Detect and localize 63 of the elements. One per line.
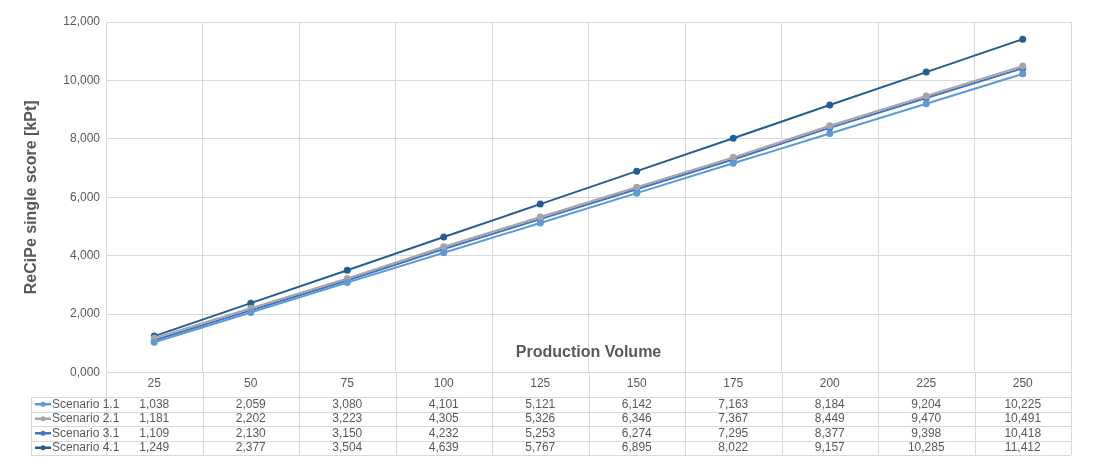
data-label: 1,181 [139, 411, 170, 426]
y-tick-label: 12,000 [63, 14, 101, 29]
data-label: 6,895 [621, 440, 653, 455]
data-label: 2,202 [235, 411, 267, 426]
data-label: 9,157 [814, 440, 846, 455]
data-label: 10,285 [907, 440, 945, 455]
data-label: 5,253 [525, 425, 556, 440]
data-label: 4,305 [428, 411, 460, 426]
data-label: 8,022 [718, 440, 749, 455]
x-axis-title: Production Volume [515, 343, 662, 361]
data-label: 1,109 [139, 425, 170, 440]
data-label: 6,346 [621, 411, 653, 426]
data-label: 1,249 [139, 440, 170, 455]
data-label: 5,767 [525, 440, 556, 455]
data-label: 4,639 [428, 440, 460, 455]
data-label: 3,080 [332, 396, 363, 411]
x-tick-label: 100 [433, 376, 455, 391]
data-label: 2,130 [235, 425, 267, 440]
data-label: 2,377 [235, 440, 267, 455]
data-label: 1,038 [139, 396, 170, 411]
data-label: 4,101 [428, 396, 460, 411]
data-label: 3,223 [332, 411, 363, 426]
legend-label: Scenario 3.1 [52, 425, 120, 440]
y-tick-label: 4,000 [69, 248, 101, 263]
y-tick-label: 0,000 [69, 364, 101, 379]
data-label: 4,232 [428, 425, 460, 440]
data-label: 2,059 [235, 396, 267, 411]
data-label: 10,418 [1004, 425, 1042, 440]
x-tick-label: 250 [1012, 376, 1034, 391]
data-label: 9,398 [911, 425, 942, 440]
data-label: 8,377 [814, 425, 846, 440]
data-label: 3,150 [332, 425, 363, 440]
legend-label: Scenario 1.1 [52, 396, 120, 411]
data-label: 5,326 [525, 411, 556, 426]
data-label: 11,412 [1004, 440, 1041, 455]
data-label: 10,491 [1004, 411, 1042, 426]
y-tick-label: 2,000 [69, 306, 101, 321]
data-label: 7,295 [718, 425, 749, 440]
data-label: 9,204 [911, 396, 942, 411]
y-axis-title: ReCiPe single score [kPt] [22, 100, 40, 295]
data-label: 5,121 [525, 396, 556, 411]
legend-label: Scenario 4.1 [52, 440, 120, 455]
x-tick-label: 75 [340, 376, 355, 391]
data-label: 3,504 [332, 440, 363, 455]
x-tick-label: 150 [626, 376, 648, 391]
data-label: 7,163 [718, 396, 749, 411]
data-label: 8,449 [814, 411, 846, 426]
y-tick-label: 10,000 [63, 72, 101, 87]
x-tick-label: 175 [723, 376, 744, 391]
x-tick-label: 50 [244, 376, 258, 391]
legend-label: Scenario 2.1 [52, 411, 120, 426]
x-tick-label: 225 [916, 376, 937, 391]
y-tick-label: 8,000 [69, 131, 101, 146]
data-label: 10,225 [1004, 396, 1042, 411]
y-tick-label: 6,000 [69, 189, 101, 204]
x-tick-label: 25 [147, 376, 162, 391]
data-label: 8,184 [814, 396, 846, 411]
x-tick-label: 125 [530, 376, 551, 391]
data-label: 7,367 [718, 411, 749, 426]
x-tick-label: 200 [819, 376, 841, 391]
data-label: 6,274 [621, 425, 653, 440]
data-label: 6,142 [621, 396, 653, 411]
data-label: 9,470 [911, 411, 942, 426]
